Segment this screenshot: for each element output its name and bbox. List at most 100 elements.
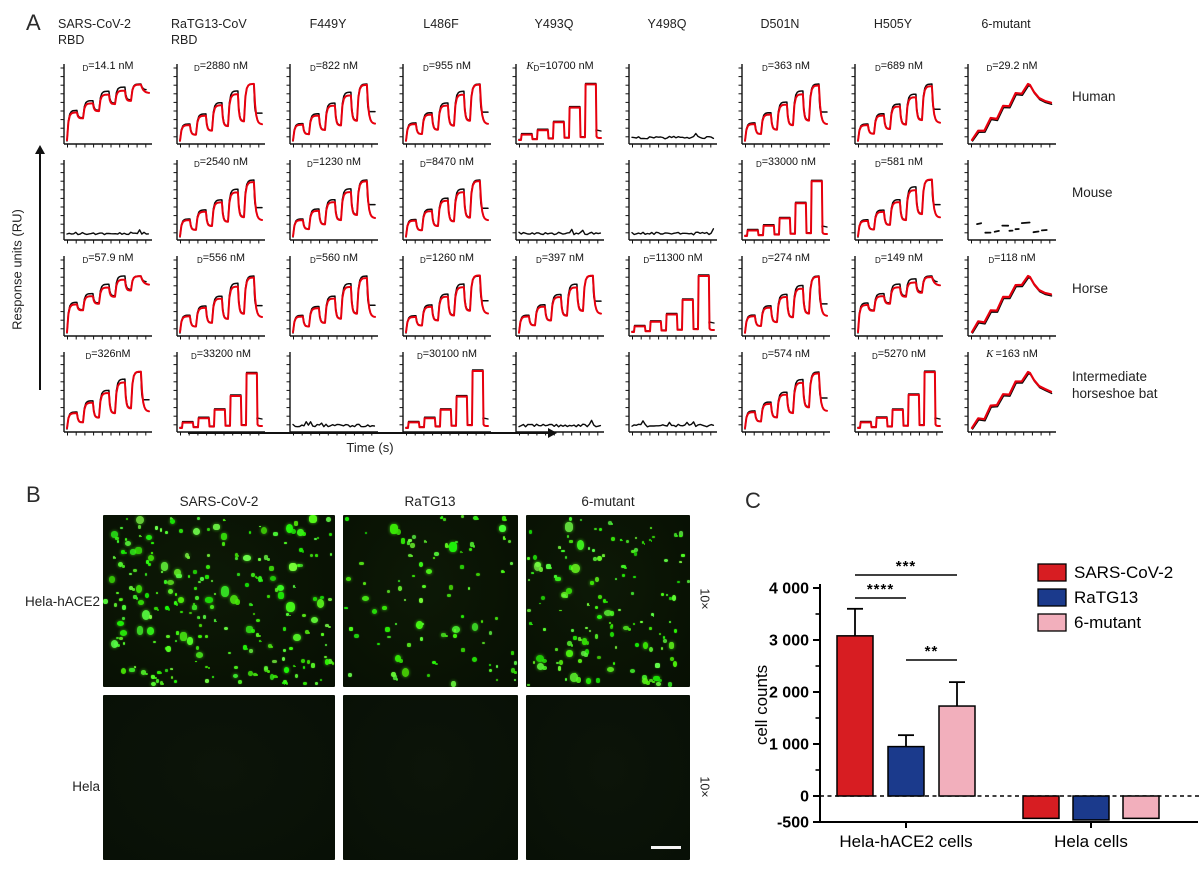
kd-value-label: D=2880 nM <box>193 60 249 73</box>
cell-dot <box>495 664 499 668</box>
fit-curve <box>179 372 263 429</box>
cell-dot <box>144 672 148 676</box>
cell-dot <box>156 608 160 611</box>
cell-dot <box>566 650 573 657</box>
cell-dot <box>270 645 274 648</box>
kd-value-label: D=560 nM <box>309 252 359 265</box>
fit-curve <box>405 274 489 334</box>
cell-dot <box>349 626 353 632</box>
cell-dot <box>371 608 377 614</box>
cell-dot <box>401 667 410 677</box>
cell-dot <box>633 547 639 553</box>
cell-dot <box>220 586 230 598</box>
cell-dot <box>109 576 116 583</box>
cell-dot <box>128 667 135 673</box>
cell-dot <box>118 562 124 568</box>
cell-dot <box>543 628 547 632</box>
cell-dot <box>663 558 669 562</box>
cell-dot <box>166 646 171 652</box>
fit-curve <box>744 180 828 237</box>
cell-dot <box>272 659 277 664</box>
cell-dot <box>472 544 476 548</box>
cell-dot <box>214 619 217 622</box>
data-curve <box>66 275 147 334</box>
cell-dot <box>533 555 537 560</box>
cell-dot <box>255 618 261 623</box>
kd-value-label: D=149 nM <box>874 252 924 265</box>
cell-dot <box>604 610 613 616</box>
cell-dot <box>263 555 269 561</box>
cell-dot <box>455 541 458 544</box>
spr-column-header: D501N <box>760 17 800 31</box>
cell-dot <box>621 565 626 569</box>
data-curve <box>631 420 715 428</box>
cell-dot <box>476 573 480 577</box>
spr-sensorgram <box>512 160 604 244</box>
y-tick-label: 2 000 <box>769 685 809 702</box>
cell-dot <box>179 528 183 534</box>
spr-plot: D=5270 nM <box>841 348 945 440</box>
cell-dot <box>259 639 262 642</box>
cell-dot <box>144 593 149 598</box>
cell-dot <box>587 547 591 551</box>
spr-sensorgram <box>851 256 943 340</box>
x-axis-label-time: Time (s) <box>346 440 394 455</box>
data-curve <box>857 275 938 334</box>
spr-plot: K =163 nM <box>954 348 1058 440</box>
cell-dot <box>620 539 623 541</box>
significance-stars: **** <box>867 581 894 598</box>
cell-dot <box>164 669 169 672</box>
cell-dot <box>649 527 653 530</box>
cell-dot <box>246 647 249 651</box>
cell-dot <box>327 625 331 628</box>
cell-dot <box>568 565 573 570</box>
cell-dot <box>110 639 118 648</box>
x-group-label: Hela cells <box>1054 832 1128 851</box>
cell-dot <box>668 597 672 600</box>
cell-dot <box>510 562 513 565</box>
cell-dot <box>269 674 275 680</box>
cell-dot <box>171 675 174 679</box>
spr-plot: D=581 nM <box>841 156 945 248</box>
cell-dot <box>174 593 178 596</box>
spr-column-header: Y498Q <box>647 17 687 31</box>
cell-dot <box>681 553 686 557</box>
cell-dot <box>460 615 465 618</box>
spr-plot <box>276 348 380 440</box>
cell-dot <box>324 623 330 628</box>
cell-dot <box>301 532 306 537</box>
cell-dot <box>353 633 359 639</box>
cell-dot <box>663 639 668 643</box>
cell-dot <box>411 535 417 540</box>
cell-dot <box>129 549 137 556</box>
cell-dot <box>410 543 415 549</box>
cell-dot <box>592 549 595 553</box>
cell-dot <box>595 677 600 683</box>
fluorescence-image <box>526 695 690 860</box>
spr-row-label: Horse <box>1072 281 1109 296</box>
kd-value-label: D=556 nM <box>196 252 246 265</box>
cell-dot <box>633 552 637 556</box>
cell-dot <box>309 553 313 557</box>
fit-curve <box>292 180 376 238</box>
cell-dot <box>649 626 653 630</box>
cell-dot <box>319 596 324 600</box>
cell-dot <box>501 570 505 573</box>
spr-column-header: Y493Q <box>534 17 574 31</box>
bar-SARS-CoV-2 <box>836 635 874 797</box>
panel-b-letter: B <box>26 482 41 507</box>
cell-dot <box>592 556 597 562</box>
cell-dot <box>221 542 226 546</box>
cell-dot <box>115 636 119 639</box>
cell-dot <box>652 680 655 683</box>
cell-dot <box>414 576 416 578</box>
cell-dot <box>673 661 678 667</box>
spr-sensorgram <box>512 352 604 436</box>
kd-value-label: D=57.9 nM <box>82 252 134 265</box>
cell-dot <box>128 573 132 576</box>
cell-dot <box>410 555 414 558</box>
time-arrow-line <box>188 432 550 434</box>
cell-dot <box>448 542 458 553</box>
cell-dot <box>260 640 262 643</box>
spr-sensorgram <box>738 256 830 340</box>
